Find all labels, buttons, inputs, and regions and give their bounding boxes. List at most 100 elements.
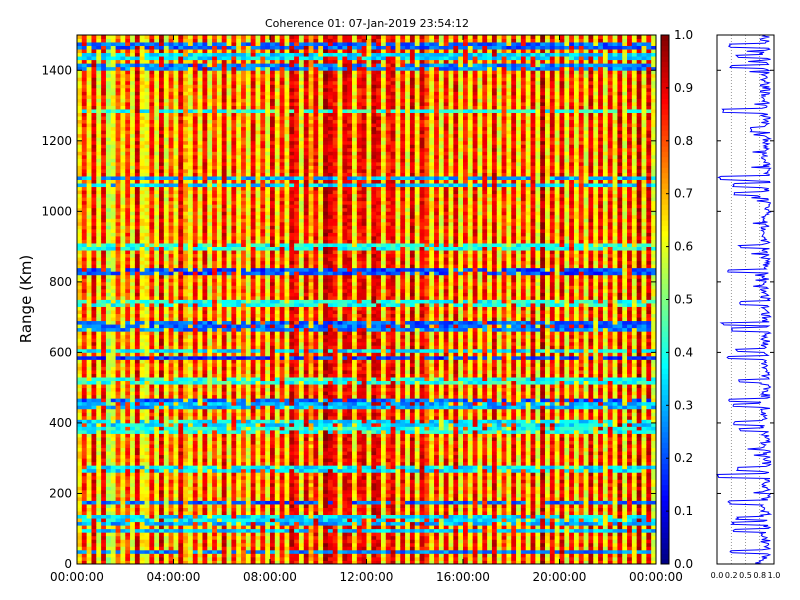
- heatmap-cell: [120, 247, 125, 251]
- heatmap-cell: [130, 222, 135, 226]
- heatmap-cell: [120, 296, 125, 300]
- heatmap-cell: [96, 430, 101, 434]
- heatmap-cell: [178, 257, 183, 261]
- heatmap-cell: [101, 377, 106, 381]
- heatmap-cell: [135, 201, 140, 205]
- heatmap-cell: [116, 42, 121, 46]
- heatmap-cell: [183, 148, 188, 152]
- heatmap-cell: [149, 144, 154, 148]
- heatmap-cell: [154, 434, 159, 438]
- heatmap-cell: [101, 232, 106, 236]
- heatmap-cell: [145, 232, 150, 236]
- heatmap-cell: [149, 130, 154, 134]
- heatmap-cell: [154, 127, 159, 131]
- heatmap-cell: [116, 324, 121, 328]
- heatmap-cell: [96, 345, 101, 349]
- heatmap-cell: [178, 180, 183, 184]
- heatmap-cell: [106, 501, 111, 505]
- heatmap-cell: [96, 240, 101, 244]
- heatmap-cell: [174, 303, 179, 307]
- heatmap-cell: [169, 490, 174, 494]
- heatmap-cell: [164, 98, 169, 102]
- heatmap-cell: [91, 67, 96, 71]
- heatmap-cell: [101, 165, 106, 169]
- heatmap-cell: [101, 187, 106, 191]
- heatmap-cell: [96, 257, 101, 261]
- heatmap-cell: [178, 367, 183, 371]
- heatmap-cell: [149, 518, 154, 522]
- heatmap-cell: [101, 338, 106, 342]
- heatmap-cell: [164, 458, 169, 462]
- heatmap-cell: [106, 317, 111, 321]
- heatmap-cell: [169, 158, 174, 162]
- heatmap-cell: [125, 208, 130, 212]
- heatmap-cell: [183, 271, 188, 275]
- heatmap-cell: [91, 335, 96, 339]
- heatmap-cell: [145, 151, 150, 155]
- heatmap-cell: [188, 296, 193, 300]
- heatmap-cell: [87, 162, 92, 166]
- heatmap-cell: [125, 81, 130, 85]
- heatmap-cell: [164, 243, 169, 247]
- heatmap-cell: [106, 539, 111, 543]
- heatmap-cell: [193, 303, 198, 307]
- heatmap-cell: [159, 35, 164, 39]
- heatmap-cell: [188, 240, 193, 244]
- heatmap-cell: [178, 377, 183, 381]
- heatmap-cell: [91, 70, 96, 74]
- heatmap-cell: [188, 39, 193, 43]
- heatmap-cell: [101, 148, 106, 152]
- heatmap-cell: [140, 63, 145, 67]
- heatmap-cell: [77, 469, 82, 473]
- heatmap-cell: [188, 423, 193, 427]
- heatmap-cell: [125, 331, 130, 335]
- heatmap-cell: [91, 197, 96, 201]
- heatmap-cell: [188, 218, 193, 222]
- heatmap-cell: [91, 250, 96, 254]
- heatmap-cell: [154, 77, 159, 81]
- heatmap-cell: [101, 35, 106, 39]
- heatmap-cell: [82, 448, 87, 452]
- heatmap-cell: [106, 472, 111, 476]
- heatmap-cell: [183, 550, 188, 554]
- heatmap-cell: [178, 35, 183, 39]
- heatmap-cell: [120, 374, 125, 378]
- heatmap-cell: [116, 522, 121, 526]
- heatmap-cell: [116, 56, 121, 60]
- heatmap-cell: [116, 169, 121, 173]
- heatmap-cell: [154, 144, 159, 148]
- heatmap-cell: [91, 550, 96, 554]
- heatmap-cell: [130, 423, 135, 427]
- heatmap-cell: [188, 522, 193, 526]
- heatmap-cell: [96, 511, 101, 515]
- heatmap-cell: [149, 303, 154, 307]
- heatmap-cell: [111, 557, 116, 561]
- heatmap-cell: [154, 307, 159, 311]
- heatmap-cell: [91, 56, 96, 60]
- heatmap-cell: [120, 282, 125, 286]
- heatmap-cell: [96, 437, 101, 441]
- heatmap-cell: [188, 236, 193, 240]
- heatmap-cell: [120, 201, 125, 205]
- heatmap-cell: [164, 412, 169, 416]
- heatmap-cell: [193, 451, 198, 455]
- heatmap-cell: [135, 345, 140, 349]
- heatmap-cell: [101, 303, 106, 307]
- heatmap-cell: [87, 303, 92, 307]
- heatmap-cell: [145, 49, 150, 53]
- heatmap-cell: [130, 81, 135, 85]
- heatmap-cell: [77, 282, 82, 286]
- heatmap-cell: [183, 490, 188, 494]
- heatmap-cell: [178, 518, 183, 522]
- heatmap-cell: [174, 522, 179, 526]
- heatmap-cell: [183, 278, 188, 282]
- heatmap-cell: [82, 437, 87, 441]
- heatmap-cell: [106, 88, 111, 92]
- heatmap-cell: [145, 106, 150, 110]
- heatmap-cell: [188, 469, 193, 473]
- heatmap-cell: [159, 208, 164, 212]
- heatmap-cell: [149, 194, 154, 198]
- heatmap-cell: [149, 412, 154, 416]
- heatmap-cell: [130, 472, 135, 476]
- heatmap-cell: [145, 402, 150, 406]
